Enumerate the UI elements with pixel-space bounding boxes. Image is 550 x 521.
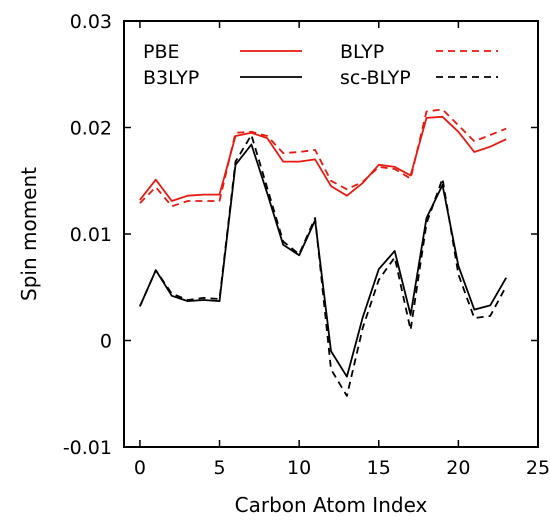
x-tick-label: 20 bbox=[446, 457, 470, 479]
plot-lines bbox=[139, 108, 507, 397]
series-line-pbe bbox=[139, 115, 507, 202]
tick-labels: 0 5 10 15 20 25 -0.01 0 0.01 0.02 0.03 bbox=[63, 11, 550, 479]
legend-label-blyp: BLYP bbox=[340, 41, 384, 63]
x-tick-label: 25 bbox=[526, 457, 550, 479]
y-tick-label: -0.01 bbox=[63, 437, 112, 459]
x-tick-label: 5 bbox=[213, 457, 225, 479]
series-line-blyp bbox=[139, 108, 507, 208]
legend-label-b3lyp: B3LYP bbox=[143, 67, 199, 89]
legend: PBE BLYP B3LYP sc-BLYP bbox=[143, 41, 498, 89]
x-tick-label: 15 bbox=[367, 457, 391, 479]
x-axis-label: Carbon Atom Index bbox=[235, 493, 428, 517]
y-tick-label: 0.02 bbox=[70, 118, 112, 140]
y-tick-label: 0 bbox=[100, 331, 112, 353]
x-tick-label: 0 bbox=[134, 457, 146, 479]
y-tick-label: 0.03 bbox=[70, 11, 112, 33]
y-axis-label: Spin moment bbox=[17, 167, 41, 301]
series-line-b3lyp bbox=[139, 143, 507, 378]
legend-label-sc-blyp: sc-BLYP bbox=[340, 67, 411, 89]
x-tick-label: 10 bbox=[287, 457, 311, 479]
y-tick-label: 0.01 bbox=[70, 224, 112, 246]
axis-ticks bbox=[124, 20, 539, 448]
series-line-sc-blyp bbox=[139, 134, 507, 397]
legend-label-pbe: PBE bbox=[143, 41, 180, 63]
